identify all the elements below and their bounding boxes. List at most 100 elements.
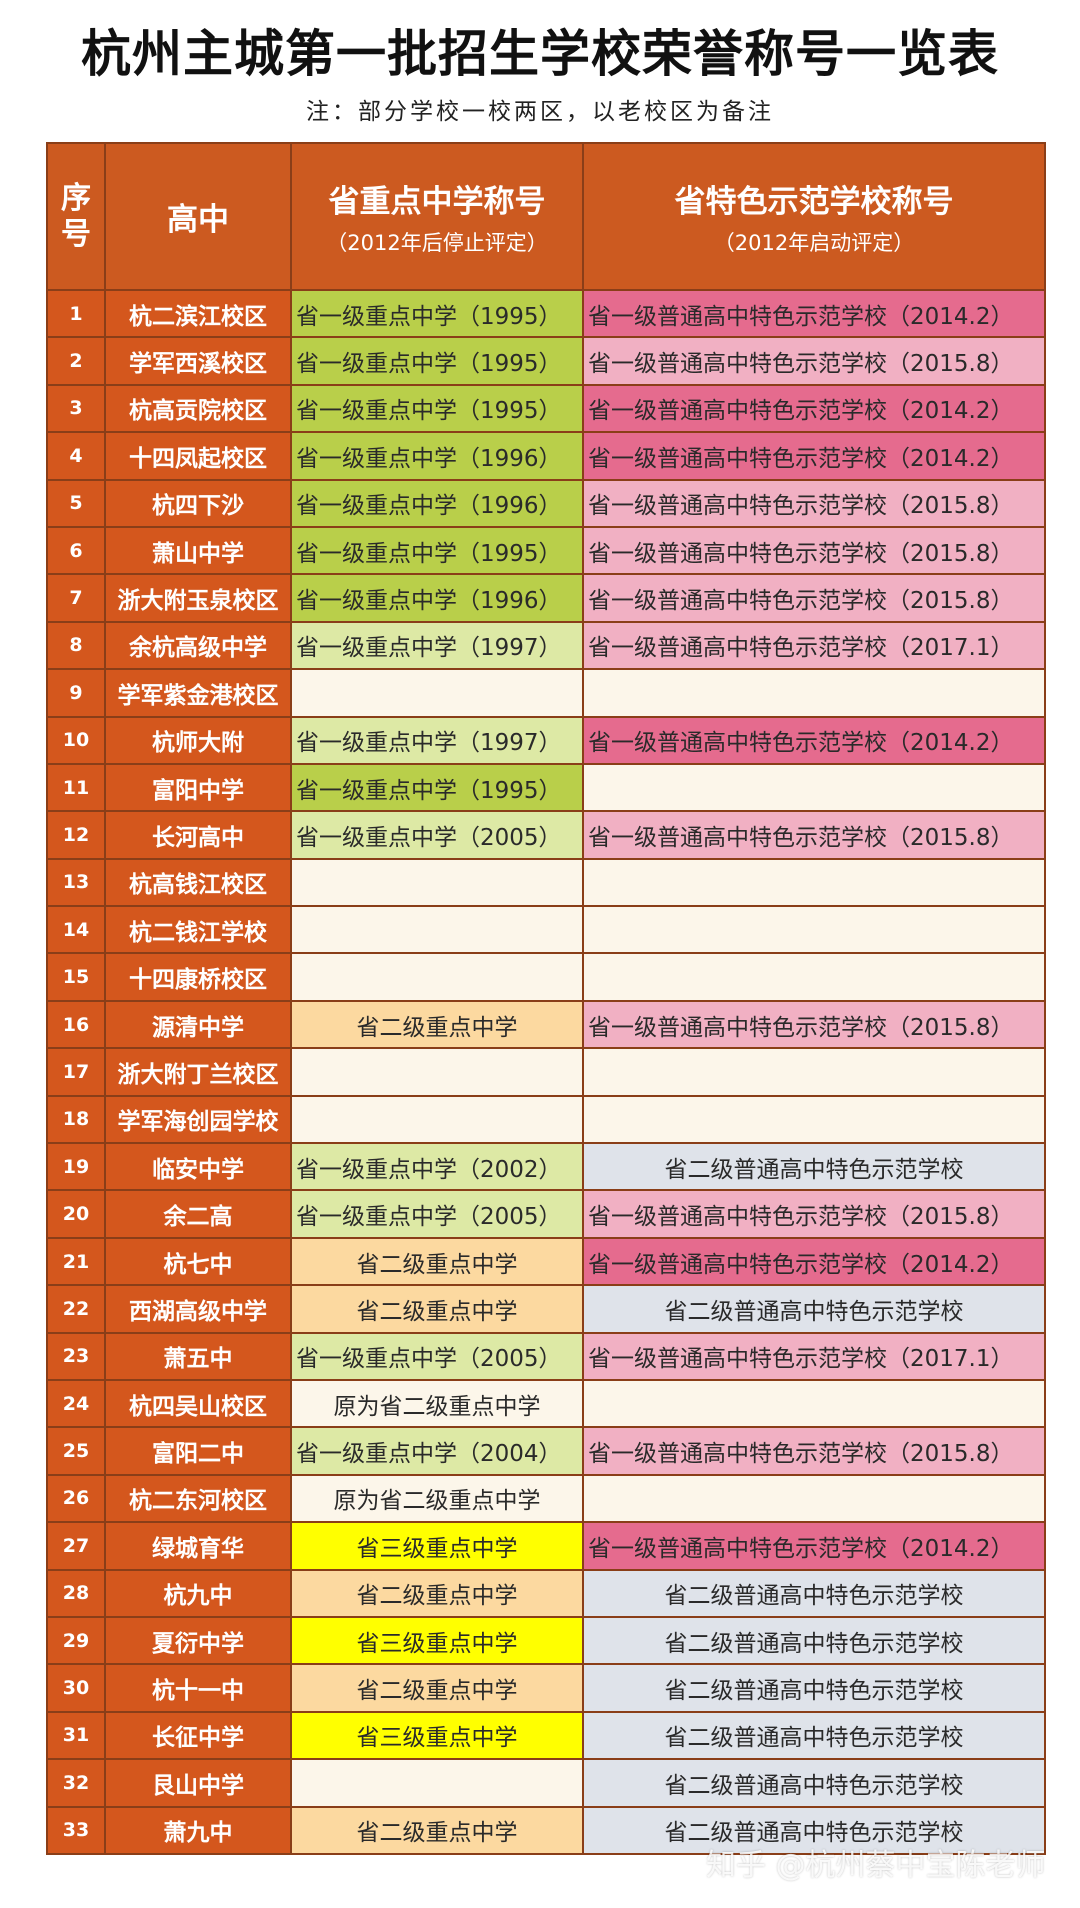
model-school-title: 省一级普通高中特色示范学校（2015.8）	[582, 478, 1046, 528]
key-school-title: 省三级重点中学	[290, 1615, 584, 1666]
key-school-title: 省一级重点中学（1997）	[290, 620, 584, 671]
key-school-title: 省一级重点中学（1995）	[290, 383, 584, 434]
key-school-title: 省一级重点中学（2005）	[290, 810, 584, 860]
school-name: 杭二滨江校区	[104, 288, 292, 339]
header-title1-main: 省重点中学称号	[328, 184, 546, 220]
model-school-title	[582, 857, 1046, 908]
header-title2: 省特色示范学校称号 （2012年启动评定）	[582, 142, 1046, 291]
model-school-title: 省二级普通高中特色示范学校	[582, 1758, 1046, 1808]
row-index: 11	[46, 762, 106, 813]
school-name: 杭十一中	[104, 1663, 292, 1713]
key-school-title	[290, 857, 584, 908]
key-school-title: 省三级重点中学	[290, 1521, 584, 1571]
school-name: 浙大附玉泉校区	[104, 573, 292, 623]
row-index: 10	[46, 715, 106, 765]
row-index: 15	[46, 952, 106, 1002]
header-title2-main: 省特色示范学校称号	[674, 184, 954, 220]
school-name: 余杭高级中学	[104, 620, 292, 671]
row-index: 20	[46, 1189, 106, 1239]
model-school-title: 省一级普通高中特色示范学校（2014.2）	[582, 715, 1046, 765]
table-row: 12 长河高中 省一级重点中学（2005） 省一级普通高中特色示范学校（2015.8）	[46, 810, 1046, 860]
model-school-title: 省一级普通高中特色示范学校（2014.2）	[582, 431, 1046, 481]
row-index: 24	[46, 1378, 106, 1429]
row-index: 22	[46, 1284, 106, 1334]
row-index: 8	[46, 620, 106, 671]
table-row: 29 夏衍中学 省三级重点中学 省二级普通高中特色示范学校	[46, 1615, 1046, 1666]
table-row: 14 杭二钱江学校	[46, 905, 1046, 955]
row-index: 21	[46, 1236, 106, 1287]
table-row: 19 临安中学 省一级重点中学（2002） 省二级普通高中特色示范学校	[46, 1142, 1046, 1192]
header-school-label: 高中	[167, 202, 229, 238]
table-row: 7 浙大附玉泉校区 省一级重点中学（1996） 省一级普通高中特色示范学校（2015.…	[46, 573, 1046, 623]
row-index: 2	[46, 336, 106, 386]
model-school-title: 省二级普通高中特色示范学校	[582, 1284, 1046, 1334]
key-school-title: 省一级重点中学（1995）	[290, 336, 584, 386]
watermark: 知乎 @杭州蔡中宝陈老师	[706, 1848, 1046, 1883]
model-school-title: 省一级普通高中特色示范学校（2015.8）	[582, 336, 1046, 386]
key-school-title: 省三级重点中学	[290, 1710, 584, 1761]
row-index: 33	[46, 1805, 106, 1855]
table-header-row: 序号 高中 省重点中学称号 （2012年后停止评定） 省特色示范学校称号 （20…	[46, 142, 1046, 291]
table-row: 24 杭四吴山校区 原为省二级重点中学	[46, 1378, 1046, 1429]
model-school-title: 省一级普通高中特色示范学校（2017.1）	[582, 1331, 1046, 1381]
school-name: 杭二钱江学校	[104, 905, 292, 955]
model-school-title: 省一级普通高中特色示范学校（2015.8）	[582, 810, 1046, 860]
key-school-title: 省一级重点中学（1997）	[290, 715, 584, 765]
school-name: 萧山中学	[104, 525, 292, 576]
table-row: 22 西湖高级中学 省二级重点中学 省二级普通高中特色示范学校	[46, 1284, 1046, 1334]
model-school-title: 省一级普通高中特色示范学校（2015.8）	[582, 999, 1046, 1050]
header-title1-sub: （2012年后停止评定）	[326, 231, 548, 255]
key-school-title: 省一级重点中学（1995）	[290, 762, 584, 813]
school-name: 萧九中	[104, 1805, 292, 1855]
row-index: 28	[46, 1568, 106, 1618]
header-title1: 省重点中学称号 （2012年后停止评定）	[290, 142, 584, 291]
school-name: 十四康桥校区	[104, 952, 292, 1002]
school-name: 长河高中	[104, 810, 292, 860]
table-row: 10 杭师大附 省一级重点中学（1997） 省一级普通高中特色示范学校（2014.2）	[46, 715, 1046, 765]
key-school-title: 省一级重点中学（1996）	[290, 431, 584, 481]
school-name: 杭四下沙	[104, 478, 292, 528]
key-school-title	[290, 952, 584, 1002]
school-name: 杭二东河校区	[104, 1473, 292, 1524]
row-index: 14	[46, 905, 106, 955]
key-school-title: 省一级重点中学（2005）	[290, 1189, 584, 1239]
key-school-title: 省一级重点中学（1995）	[290, 288, 584, 339]
key-school-title	[290, 1094, 584, 1145]
row-index: 18	[46, 1094, 106, 1145]
model-school-title: 省二级普通高中特色示范学校	[582, 1568, 1046, 1618]
table-row: 30 杭十一中 省二级重点中学 省二级普通高中特色示范学校	[46, 1663, 1046, 1713]
row-index: 26	[46, 1473, 106, 1524]
table-row: 4 十四凤起校区 省一级重点中学（1996） 省一级普通高中特色示范学校（2014.2…	[46, 431, 1046, 481]
key-school-title: 省二级重点中学	[290, 999, 584, 1050]
model-school-title	[582, 1378, 1046, 1429]
table-row: 21 杭七中 省二级重点中学 省一级普通高中特色示范学校（2014.2）	[46, 1236, 1046, 1287]
school-name: 余二高	[104, 1189, 292, 1239]
key-school-title: 省一级重点中学（1996）	[290, 478, 584, 528]
key-school-title: 省一级重点中学（2002）	[290, 1142, 584, 1192]
model-school-title	[582, 952, 1046, 1002]
row-index: 4	[46, 431, 106, 481]
model-school-title: 省一级普通高中特色示范学校（2014.2）	[582, 288, 1046, 339]
key-school-title: 省二级重点中学	[290, 1568, 584, 1618]
page-title: 杭州主城第一批招生学校荣誉称号一览表	[81, 25, 999, 83]
school-name: 萧五中	[104, 1331, 292, 1381]
model-school-title: 省一级普通高中特色示范学校（2015.8）	[582, 1426, 1046, 1476]
table-row: 6 萧山中学 省一级重点中学（1995） 省一级普通高中特色示范学校（2015.8）	[46, 525, 1046, 576]
row-index: 5	[46, 478, 106, 528]
table-row: 2 学军西溪校区 省一级重点中学（1995） 省一级普通高中特色示范学校（2015.8…	[46, 336, 1046, 386]
table-row: 8 余杭高级中学 省一级重点中学（1997） 省一级普通高中特色示范学校（2017.1…	[46, 620, 1046, 671]
model-school-title	[582, 668, 1046, 718]
key-school-title	[290, 668, 584, 718]
table-row: 5 杭四下沙 省一级重点中学（1996） 省一级普通高中特色示范学校（2015.8）	[46, 478, 1046, 528]
table-row: 26 杭二东河校区 原为省二级重点中学	[46, 1473, 1046, 1524]
school-name: 临安中学	[104, 1142, 292, 1192]
key-school-title: 原为省二级重点中学	[290, 1378, 584, 1429]
key-school-title: 省二级重点中学	[290, 1284, 584, 1334]
key-school-title	[290, 905, 584, 955]
school-name: 夏衍中学	[104, 1615, 292, 1666]
row-index: 12	[46, 810, 106, 860]
key-school-title: 省一级重点中学（2004）	[290, 1426, 584, 1476]
school-name: 杭高贡院校区	[104, 383, 292, 434]
honor-table: 序号 高中 省重点中学称号 （2012年后停止评定） 省特色示范学校称号 （20…	[46, 142, 1046, 1855]
school-name: 长征中学	[104, 1710, 292, 1761]
